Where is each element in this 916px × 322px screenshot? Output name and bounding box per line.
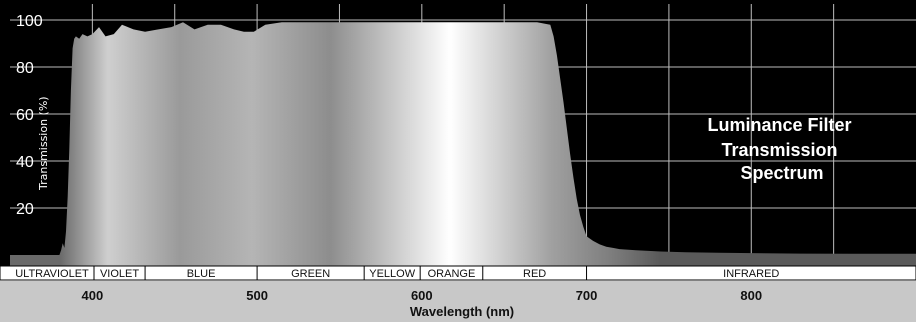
y-tick-label: 40 bbox=[16, 154, 34, 171]
chart-title-line-3: Spectrum bbox=[740, 163, 823, 183]
band-label: ULTRAVIOLET bbox=[15, 268, 89, 280]
band-label: YELLOW bbox=[369, 268, 415, 280]
band-row bbox=[0, 265, 916, 281]
band-label: ORANGE bbox=[428, 268, 476, 280]
band-label: RED bbox=[523, 268, 546, 280]
x-axis-ticks: 400 500 600 700 800 bbox=[82, 288, 763, 303]
band-label: GREEN bbox=[291, 268, 330, 280]
band-label: VIOLET bbox=[100, 268, 139, 280]
y-tick-label: 20 bbox=[16, 201, 34, 218]
y-tick-label: 100 bbox=[16, 13, 43, 30]
y-tick-label: 60 bbox=[16, 107, 34, 124]
x-tick-label: 600 bbox=[411, 288, 433, 303]
y-tick-label: 80 bbox=[16, 60, 34, 77]
x-tick-label: 800 bbox=[740, 288, 762, 303]
chart-title: Luminance Filter Transmission Spectrum bbox=[707, 115, 856, 183]
x-axis-row bbox=[0, 281, 916, 322]
y-axis-ticks: 20 40 60 80 100 bbox=[16, 13, 43, 218]
x-tick-label: 400 bbox=[82, 288, 104, 303]
x-axis-label: Wavelength (nm) bbox=[410, 304, 514, 319]
y-axis-label: Transmission (%) bbox=[37, 96, 50, 191]
x-tick-label: 700 bbox=[576, 288, 598, 303]
chart-title-line-2: Transmission bbox=[721, 140, 837, 160]
chart-title-line-1: Luminance Filter bbox=[707, 115, 851, 135]
band-label: INFRARED bbox=[723, 268, 779, 280]
spectrum-bands: ULTRAVIOLET VIOLET BLUE GREEN YELLOW ORANGE RE… bbox=[15, 266, 779, 280]
transmission-area bbox=[10, 22, 916, 266]
x-tick-label: 500 bbox=[246, 288, 268, 303]
band-label: BLUE bbox=[187, 268, 216, 280]
